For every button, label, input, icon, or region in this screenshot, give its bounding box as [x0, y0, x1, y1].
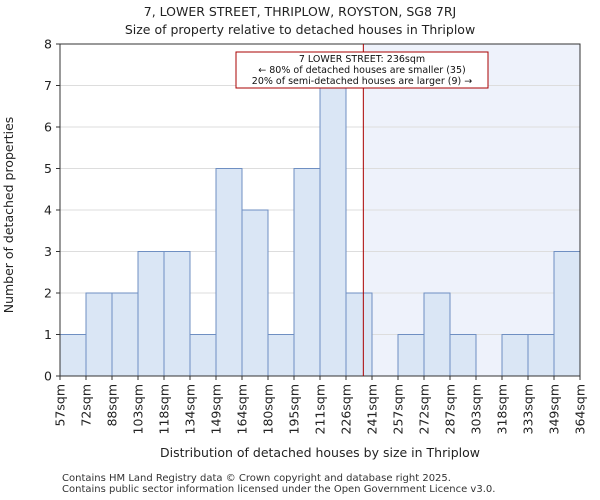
x-tick-label: 57sqm: [53, 384, 68, 427]
bar: [501, 334, 529, 377]
x-tick-label: 272sqm: [417, 384, 432, 434]
annotation-text: 7 LOWER STREET: 236sqm: [299, 54, 425, 65]
bar: [345, 292, 373, 377]
y-tick-label: 3: [44, 244, 52, 259]
x-tick-label: 241sqm: [365, 384, 380, 434]
x-tick-label: 287sqm: [443, 384, 458, 434]
x-tick-label: 333sqm: [521, 384, 536, 434]
x-tick-label: 118sqm: [157, 384, 172, 434]
axis-layer: 0 1 2 3 4 5 6 7 8 57sqm 72sqm 88sqm 103sqm 118sqm 134s…: [44, 37, 587, 435]
bar: [189, 334, 217, 377]
x-tick-label: 211sqm: [313, 384, 328, 434]
y-axis-label: Number of detached properties: [1, 117, 16, 314]
x-tick-label: 103sqm: [131, 384, 146, 434]
marker-layer: 7 LOWER STREET: 236sqm← 80% of detached …: [235, 44, 489, 376]
chart-title-address: 7, LOWER STREET, THRIPLOW, ROYSTON, SG8 …: [143, 4, 457, 19]
bar: [267, 334, 295, 377]
footer-copyright: Contains HM Land Registry data © Crown c…: [62, 473, 451, 484]
x-tick-label: 72sqm: [79, 384, 94, 427]
x-tick-label: 134sqm: [183, 384, 198, 434]
chart-title: Size of property relative to detached ho…: [124, 22, 476, 37]
bar: [423, 292, 451, 377]
bar: [293, 168, 321, 377]
bar: [137, 251, 165, 377]
annotation-box: [235, 51, 489, 89]
x-tick-label: 257sqm: [391, 384, 406, 434]
x-tick-label: 195sqm: [287, 384, 302, 434]
x-tick-label: 149sqm: [209, 384, 224, 434]
y-tick-label: 0: [44, 369, 52, 384]
bar-layer: [59, 85, 581, 377]
annotation-text: ← 80% of detached houses are smaller (35…: [258, 65, 465, 76]
x-tick-label: 349sqm: [547, 384, 562, 434]
bar: [553, 251, 581, 377]
x-tick-label: 364sqm: [573, 384, 588, 434]
x-tick-label: 303sqm: [469, 384, 484, 434]
x-tick-label: 318sqm: [495, 384, 510, 434]
y-tick-label: 5: [44, 161, 52, 176]
y-tick-label: 8: [44, 37, 52, 52]
bar: [59, 334, 87, 377]
bar: [85, 292, 113, 377]
bar: [397, 334, 425, 377]
y-tick-label: 2: [44, 286, 52, 301]
bar: [449, 334, 477, 377]
bar: [111, 292, 139, 377]
bar: [241, 209, 269, 377]
x-tick-label: 180sqm: [261, 384, 276, 434]
bar: [319, 85, 347, 377]
x-tick-label: 226sqm: [339, 384, 354, 434]
y-tick-label: 4: [44, 203, 52, 218]
footer-licence: Contains public sector information licen…: [62, 484, 496, 495]
x-tick-label: 88sqm: [105, 384, 120, 427]
bar: [527, 334, 555, 377]
x-tick-label: 164sqm: [235, 384, 250, 434]
annotation-text: 20% of semi-detached houses are larger (…: [252, 76, 472, 87]
bar: [215, 168, 243, 377]
y-tick-label: 1: [44, 327, 52, 342]
bar: [163, 251, 191, 377]
x-axis-label: Distribution of detached houses by size …: [160, 445, 480, 460]
y-tick-label: 6: [44, 120, 52, 135]
y-tick-label: 7: [44, 78, 52, 93]
